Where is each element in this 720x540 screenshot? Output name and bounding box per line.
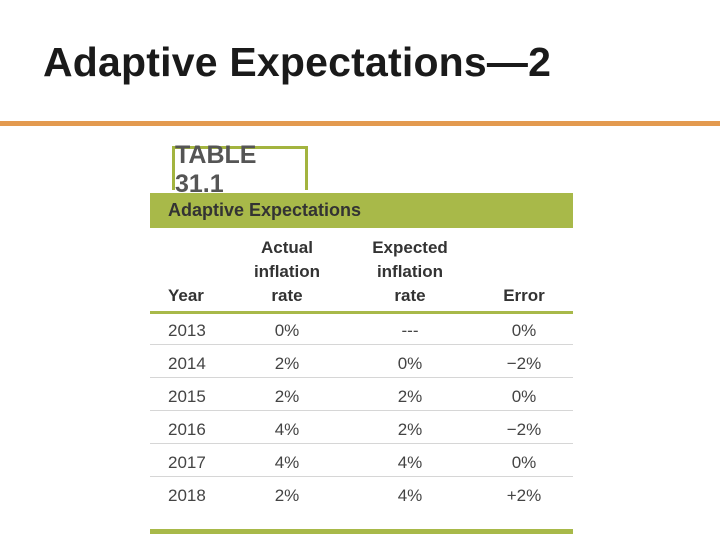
column-header-actual-inflation: Actual inflation rate xyxy=(237,236,337,308)
slide-title: Adaptive Expectations—2 xyxy=(43,39,552,85)
cell-actual: 2% xyxy=(274,486,300,505)
cell-year: 2014 xyxy=(168,354,206,373)
title-divider xyxy=(0,121,720,126)
column-header-expected-line: inflation xyxy=(376,262,444,281)
cell-error: −2% xyxy=(506,354,542,373)
column-header-year: Year xyxy=(168,286,204,305)
cell-expected: 2% xyxy=(397,387,423,406)
row-divider xyxy=(150,377,573,378)
column-header-expected-line: rate xyxy=(394,286,426,305)
cell-year: 2013 xyxy=(168,321,206,340)
cell-expected: 4% xyxy=(397,453,423,472)
row-divider xyxy=(150,476,573,477)
row-divider xyxy=(150,410,573,411)
column-header-actual-line: Actual xyxy=(261,238,313,257)
table-caption-bar: Adaptive Expectations xyxy=(150,193,573,228)
cell-expected: --- xyxy=(401,321,419,340)
column-header-expected-inflation: Expected inflation rate xyxy=(355,236,465,308)
table-row: 2013 0% --- 0% xyxy=(150,314,573,347)
cell-actual: 4% xyxy=(274,420,300,439)
table-row: 2018 2% 4% +2% xyxy=(150,479,573,512)
table-row: 2014 2% 0% −2% xyxy=(150,347,573,380)
cell-expected: 4% xyxy=(397,486,423,505)
table-row: 2017 4% 4% 0% xyxy=(150,446,573,479)
column-header-error: Error xyxy=(503,286,545,305)
column-header-actual-line: rate xyxy=(271,286,303,305)
header-divider xyxy=(150,311,573,314)
cell-year: 2015 xyxy=(168,387,206,406)
cell-actual: 4% xyxy=(274,453,300,472)
table-caption: Adaptive Expectations xyxy=(168,200,362,220)
table-bottom-rule xyxy=(150,529,573,534)
cell-year: 2017 xyxy=(168,453,206,472)
table-row: 2016 4% 2% −2% xyxy=(150,413,573,446)
cell-year: 2016 xyxy=(168,420,206,439)
cell-error: 0% xyxy=(511,453,537,472)
cell-actual: 2% xyxy=(274,354,300,373)
column-header-actual-line: inflation xyxy=(253,262,321,281)
cell-year: 2018 xyxy=(168,486,206,505)
cell-error: +2% xyxy=(506,486,542,505)
cell-error: 0% xyxy=(511,321,537,340)
row-divider xyxy=(150,344,573,345)
cell-actual: 2% xyxy=(274,387,300,406)
column-header-expected-line: Expected xyxy=(372,238,448,257)
cell-expected: 2% xyxy=(397,420,423,439)
cell-error: 0% xyxy=(511,387,537,406)
row-divider xyxy=(150,443,573,444)
table-number-label: TABLE 31.1 xyxy=(172,141,308,198)
cell-error: −2% xyxy=(506,420,542,439)
cell-expected: 0% xyxy=(397,354,423,373)
cell-actual: 0% xyxy=(274,321,300,340)
table-row: 2015 2% 2% 0% xyxy=(150,380,573,413)
